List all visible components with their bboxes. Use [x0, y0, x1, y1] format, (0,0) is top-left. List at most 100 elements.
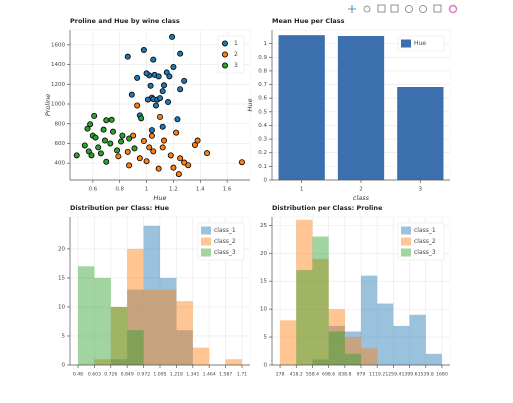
point [73, 152, 80, 159]
point [126, 162, 133, 169]
y-tick-label: 400 [55, 161, 66, 167]
point [163, 69, 170, 76]
point [118, 138, 125, 145]
point [92, 134, 99, 141]
x-tick-label: 1539.8 [418, 372, 434, 378]
legend-label: class_1 [214, 227, 236, 234]
x-tick-label: 1259.4 [385, 372, 401, 378]
point [146, 144, 153, 151]
point [177, 155, 184, 162]
point [100, 126, 107, 133]
point [161, 137, 168, 144]
histogram-bar [225, 359, 242, 365]
point [107, 140, 114, 147]
point [181, 159, 188, 166]
x-tick-label: 0.972 [137, 372, 150, 378]
point [148, 132, 155, 139]
point [134, 74, 141, 81]
bokeh-logo[interactable] [448, 4, 458, 14]
x-tick-label: 979 [357, 372, 366, 378]
point [191, 141, 198, 148]
legend-swatch [221, 40, 228, 47]
histogram-bar [409, 314, 426, 365]
legend-box [197, 222, 245, 261]
y-tick-label: 1000 [51, 102, 65, 108]
histogram-bar [296, 219, 313, 365]
chart-title: Distribution per Class: Proline [272, 204, 383, 212]
x-tick-label: 1119.2 [369, 372, 385, 378]
point [103, 158, 110, 165]
y-tick-label: 0.2 [258, 150, 267, 156]
box-zoom-tool[interactable] [377, 4, 386, 13]
histogram-bar [296, 270, 313, 365]
x-tick-label: 0.603 [88, 372, 101, 378]
histogram-bar [280, 320, 297, 365]
point [140, 47, 147, 54]
legend-swatch [201, 237, 211, 246]
legend-label: 2 [234, 51, 238, 58]
zoom-tool[interactable] [363, 5, 371, 13]
point [134, 102, 141, 109]
point [161, 82, 168, 89]
point [124, 148, 131, 155]
x-axis-label: Hue [153, 194, 166, 202]
y-tick-label: 1 [264, 41, 268, 47]
point [143, 158, 150, 165]
point [159, 123, 166, 130]
y-tick-label: 0.6 [258, 96, 267, 102]
y-tick-label: 10 [260, 307, 267, 313]
point [173, 129, 180, 136]
x-tick-label: 1.095 [153, 372, 166, 378]
x-tick-label: 0.8 [115, 187, 124, 193]
point [185, 162, 192, 169]
x-tick-label: 1.4 [196, 187, 205, 193]
y-tick-label: 0.1 [258, 164, 267, 170]
histogram-bar [94, 359, 111, 365]
x-axis-label: class [353, 194, 370, 202]
reset-tool[interactable] [405, 5, 413, 13]
histogram-bar [160, 277, 177, 365]
y-tick-label: 0 [264, 178, 268, 184]
x-tick-label: 1.587 [219, 372, 232, 378]
save-tool[interactable] [390, 4, 399, 13]
legend-label: Hue [414, 40, 426, 47]
x-tick-label: 0.6 [88, 187, 97, 193]
legend-swatch [401, 248, 411, 257]
help-tool[interactable] [419, 5, 427, 13]
y-tick-label: 1400 [51, 62, 65, 68]
toolbar [348, 4, 458, 14]
point [91, 112, 98, 119]
hover-tool[interactable] [433, 4, 442, 13]
histogram-bar [143, 225, 160, 365]
y-tick-label: 0.8 [258, 68, 267, 74]
x-tick-label: 838.8 [338, 372, 351, 378]
histogram-bar [127, 248, 144, 365]
point [194, 137, 201, 144]
legend-swatch [401, 237, 411, 246]
y-tick-label: 5 [62, 333, 66, 339]
histogram-bar [425, 353, 442, 365]
point [159, 144, 166, 151]
y-tick-label: 25 [260, 223, 267, 229]
point [167, 152, 174, 159]
x-tick-label: 698.6 [322, 372, 335, 378]
chart-title: Distribution per Class: Hue [70, 204, 170, 212]
point [155, 165, 162, 172]
legend-swatch [221, 51, 228, 58]
point [169, 33, 176, 40]
histogram-bar [127, 289, 144, 365]
point [119, 132, 126, 139]
point [144, 96, 151, 103]
point [136, 155, 143, 162]
pan-tool[interactable] [348, 5, 356, 13]
point [156, 113, 163, 120]
histogram-bar [312, 236, 329, 365]
legend-swatch [221, 62, 228, 69]
point [238, 159, 245, 166]
point [143, 70, 150, 77]
y-tick-label: 15 [260, 279, 267, 285]
histogram-bar [328, 309, 345, 365]
point [95, 144, 102, 151]
legend-label: class_2 [214, 238, 236, 245]
